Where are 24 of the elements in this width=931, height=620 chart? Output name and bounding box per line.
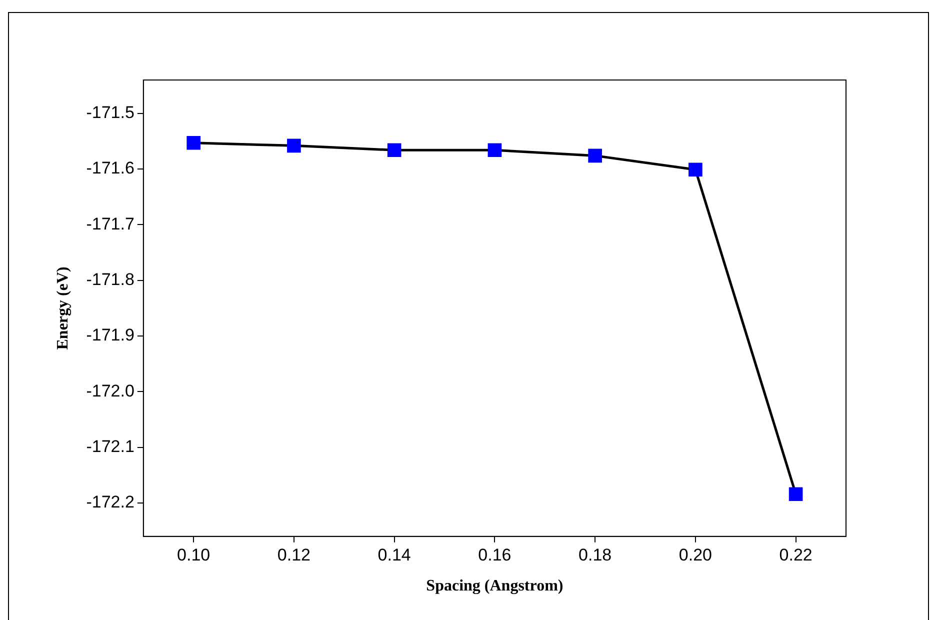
x-tick-label: 0.10 bbox=[177, 545, 210, 564]
point bbox=[588, 148, 602, 163]
x-tick-label: 0.20 bbox=[678, 545, 712, 564]
y-tick-label: -171.6 bbox=[86, 158, 134, 178]
point bbox=[688, 162, 702, 177]
y-tick-label: -172.0 bbox=[86, 381, 134, 400]
x-axis-title: Spacing (Angstrom) bbox=[426, 578, 564, 595]
x-tick-label: 0.12 bbox=[277, 545, 311, 564]
y-tick-label: -171.5 bbox=[86, 103, 134, 122]
y-axis-title: Energy (eV) bbox=[54, 266, 72, 350]
point bbox=[387, 143, 402, 158]
y-tick-label: -171.9 bbox=[86, 326, 134, 345]
x-tick-label: 0.16 bbox=[478, 545, 512, 564]
x-tick-label: 0.18 bbox=[578, 545, 612, 564]
y-tick-label: -172.1 bbox=[86, 437, 134, 456]
point bbox=[186, 136, 200, 150]
y-tick-label: -172.2 bbox=[86, 492, 134, 512]
y-tick-label: -171.8 bbox=[86, 270, 134, 290]
point bbox=[488, 143, 502, 158]
point bbox=[287, 138, 301, 153]
x-tick-label: 0.14 bbox=[378, 545, 411, 564]
point bbox=[788, 487, 803, 502]
x-tick-label: 0.22 bbox=[779, 545, 812, 564]
y-tick-label: -171.7 bbox=[86, 214, 134, 234]
